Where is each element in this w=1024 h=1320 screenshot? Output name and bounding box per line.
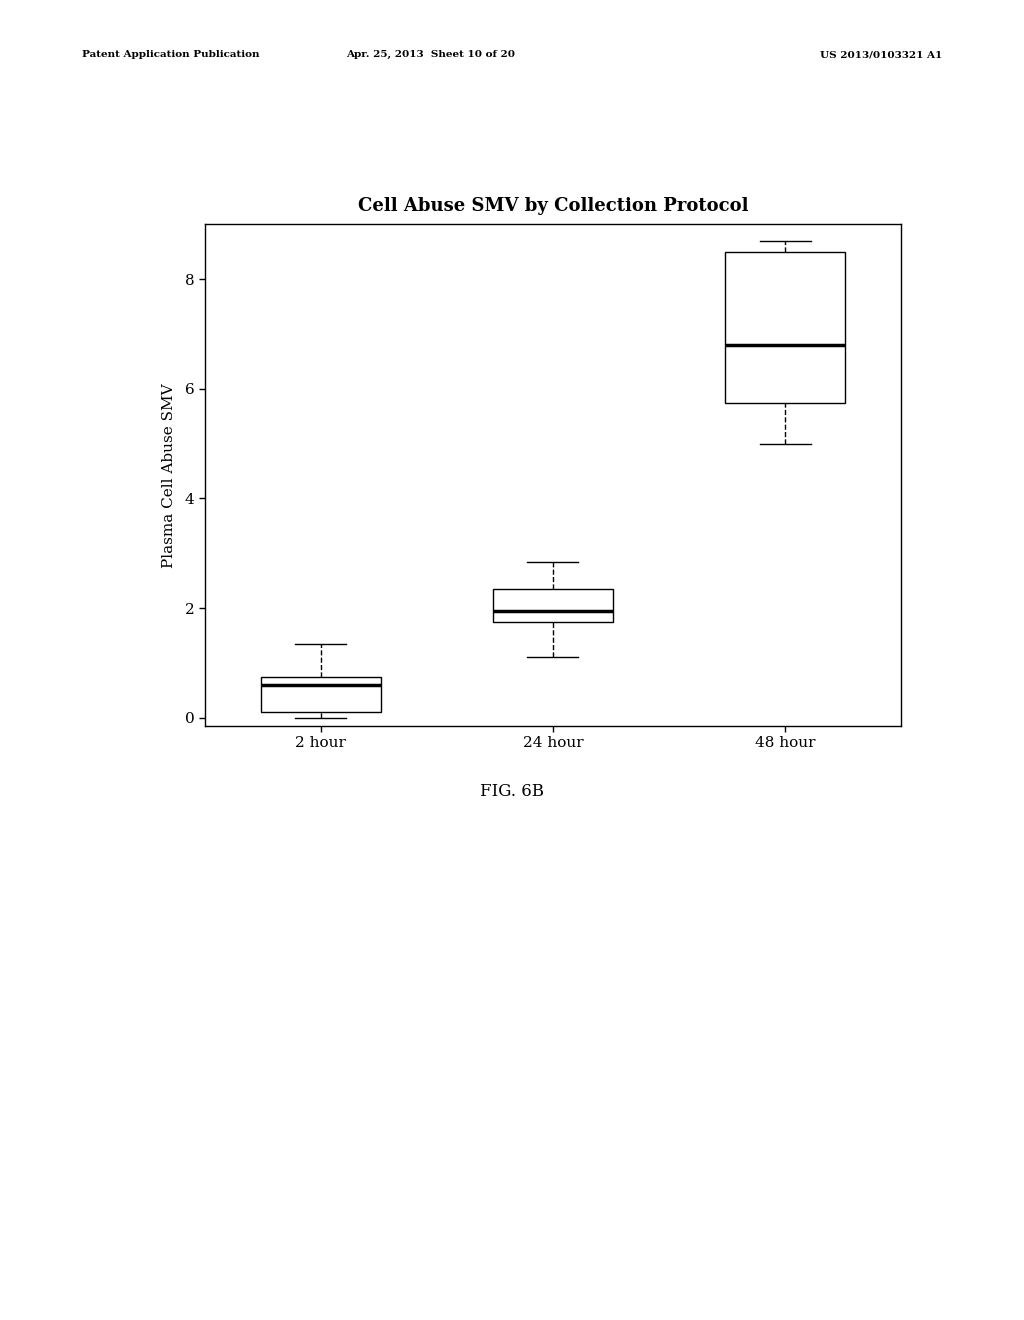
FancyBboxPatch shape bbox=[493, 589, 613, 622]
FancyBboxPatch shape bbox=[260, 677, 381, 713]
Title: Cell Abuse SMV by Collection Protocol: Cell Abuse SMV by Collection Protocol bbox=[357, 197, 749, 215]
Text: Patent Application Publication: Patent Application Publication bbox=[82, 50, 259, 59]
Text: US 2013/0103321 A1: US 2013/0103321 A1 bbox=[820, 50, 942, 59]
FancyBboxPatch shape bbox=[725, 252, 846, 403]
Text: FIG. 6B: FIG. 6B bbox=[480, 784, 544, 800]
Text: Apr. 25, 2013  Sheet 10 of 20: Apr. 25, 2013 Sheet 10 of 20 bbox=[345, 50, 515, 59]
Y-axis label: Plasma Cell Abuse SMV: Plasma Cell Abuse SMV bbox=[162, 383, 176, 568]
